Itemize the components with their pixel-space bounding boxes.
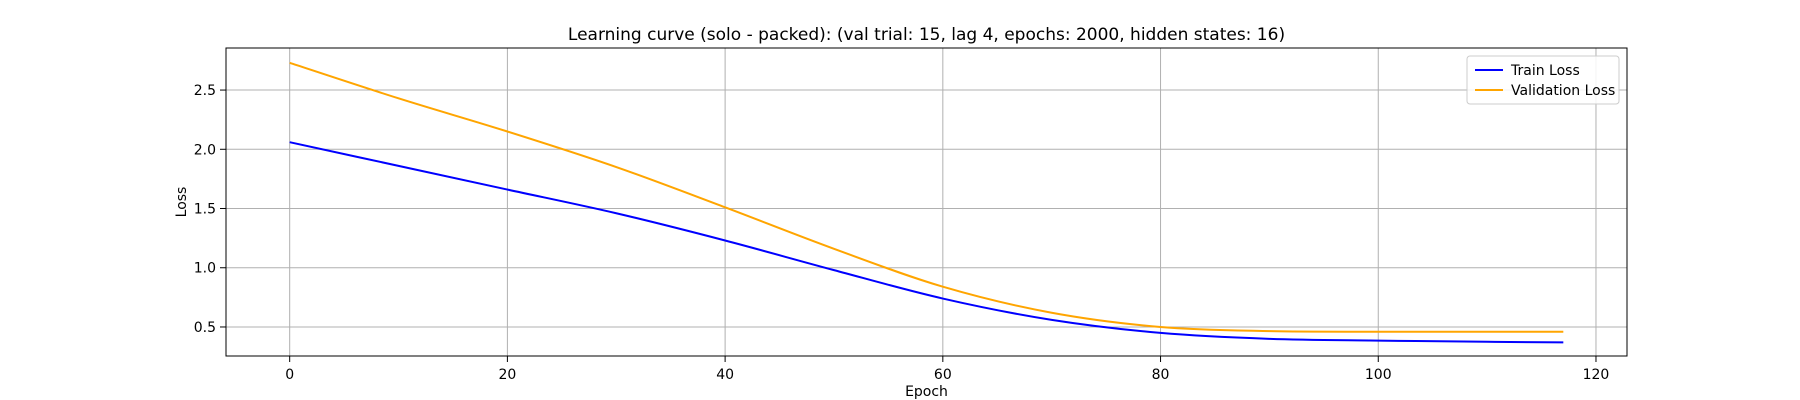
- legend: Train Loss Validation Loss: [1466, 55, 1620, 105]
- x-tick-label: 0: [285, 367, 294, 383]
- x-tick-label: 120: [1583, 367, 1610, 383]
- x-tick-label: 60: [934, 367, 952, 383]
- legend-box: [1466, 55, 1620, 105]
- y-tick-label: 1.5: [194, 202, 216, 218]
- series-layer: [289, 61, 1564, 344]
- y-tick-label: 1.0: [194, 261, 216, 277]
- y-tick-label: 0.5: [194, 320, 216, 336]
- plot-area-frame: [225, 47, 1628, 357]
- y-axis-label: Loss: [174, 187, 190, 218]
- x-axis-label: Epoch: [905, 384, 948, 400]
- chart-title: Learning curve (solo - packed): (val tri…: [568, 25, 1285, 45]
- y-tick-label: 2.5: [194, 83, 216, 99]
- x-tick-label: 100: [1365, 367, 1392, 383]
- y-tick-label: 2.0: [194, 142, 216, 158]
- x-tick-label: 80: [1152, 367, 1170, 383]
- series-line-train-loss: [289, 141, 1564, 344]
- legend-label: Validation Loss: [1511, 83, 1615, 99]
- grid-layer: [226, 48, 1627, 356]
- ticks-layer: 0 20 40 60 80 100 120 0.5 1.0 1.5 2.0 2.5: [194, 83, 1610, 383]
- series-line-validation-loss: [289, 61, 1564, 333]
- x-tick-label: 20: [498, 367, 516, 383]
- x-tick-label: 40: [716, 367, 734, 383]
- legend-label: Train Loss: [1510, 63, 1580, 79]
